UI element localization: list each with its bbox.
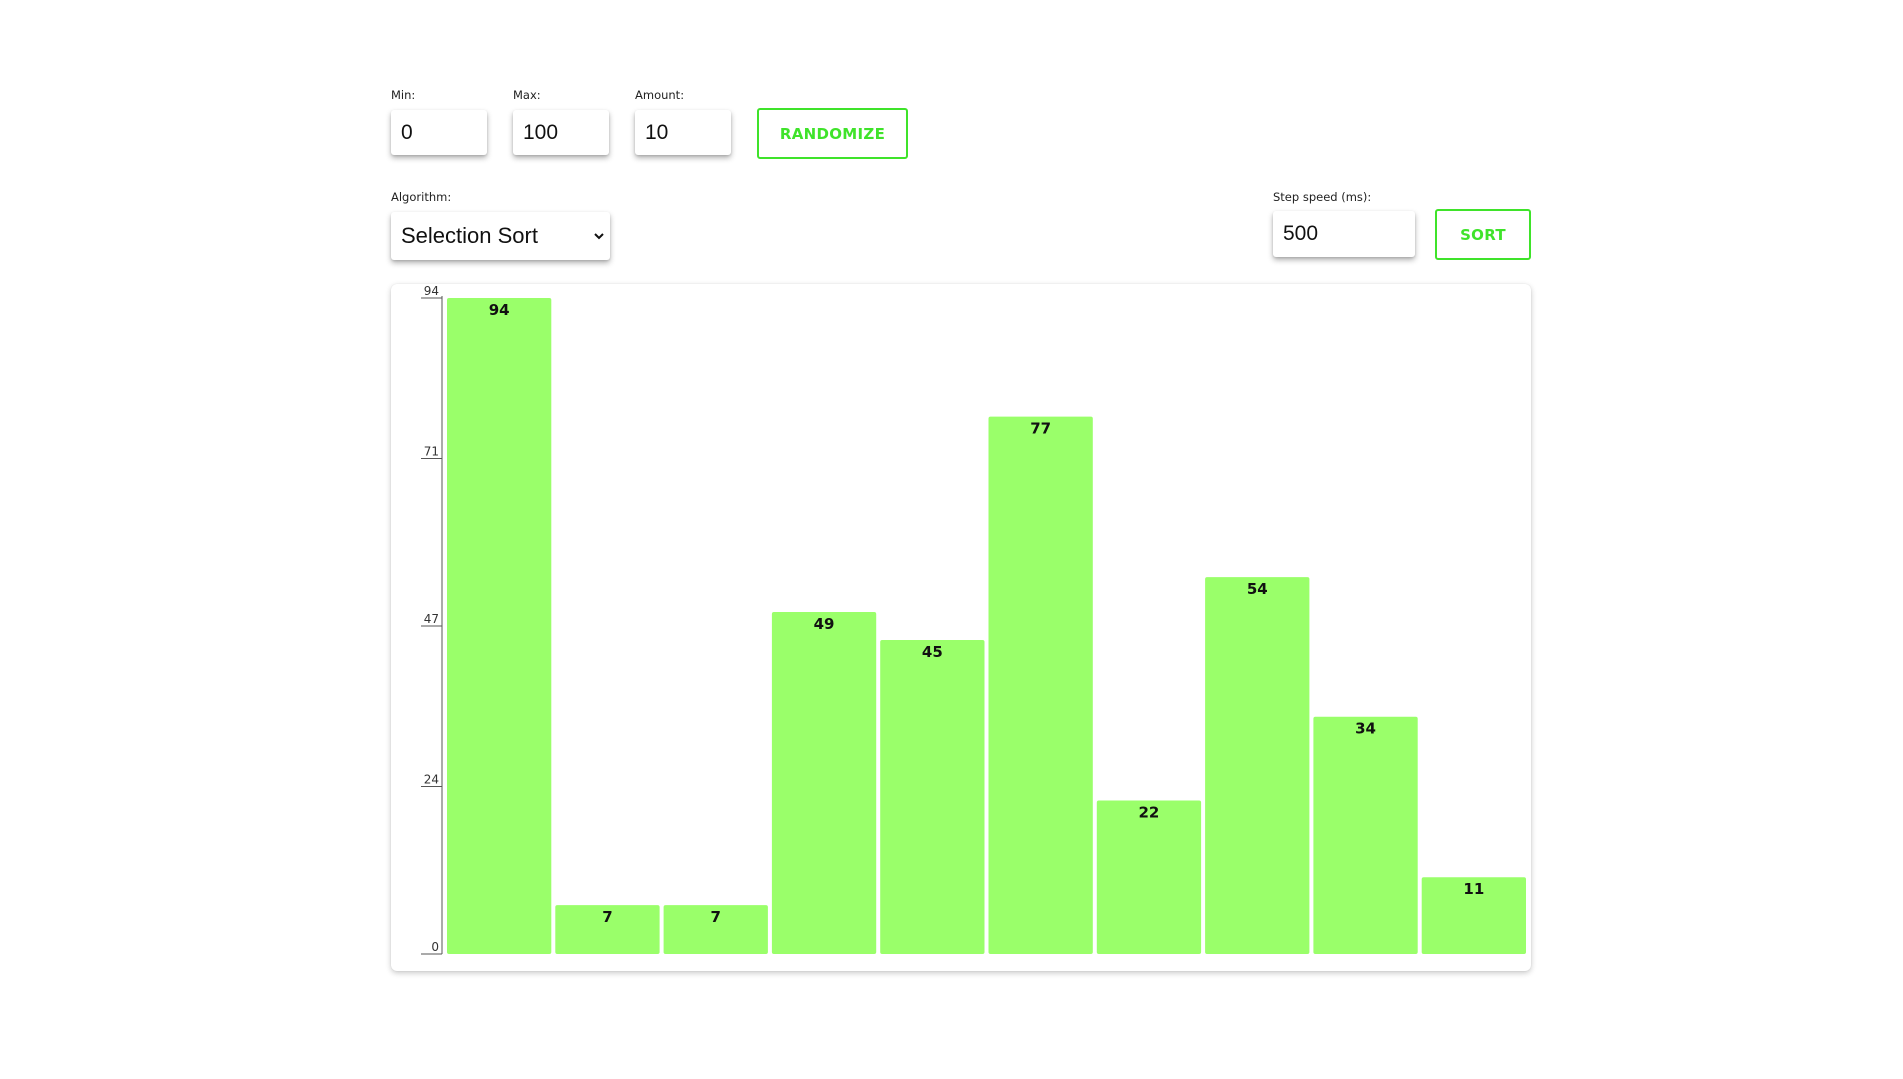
bar: [1205, 577, 1310, 954]
amount-label: Amount:: [635, 88, 685, 102]
bar-value-label: 77: [1030, 420, 1051, 438]
step-speed-input[interactable]: [1273, 211, 1415, 257]
y-tick-label: 71: [424, 445, 439, 459]
bar: [663, 905, 768, 954]
algorithm-select[interactable]: Selection Sort: [391, 212, 610, 260]
min-field: Min:: [391, 88, 491, 158]
y-tick-label: 94: [424, 284, 439, 298]
bar-value-label: 54: [1247, 580, 1268, 598]
bar-value-label: 7: [711, 908, 721, 926]
bar: [1421, 877, 1526, 954]
step-speed-label: Step speed (ms):: [1273, 190, 1372, 204]
amount-field: Amount:: [635, 88, 735, 158]
step-speed-field: Step speed (ms):: [1273, 190, 1423, 262]
max-label: Max:: [513, 88, 541, 102]
bar: [555, 905, 660, 954]
bar: [880, 639, 985, 954]
y-tick-label: 47: [424, 612, 439, 626]
bar-value-label: 34: [1355, 720, 1376, 738]
max-input[interactable]: [513, 110, 609, 155]
randomize-button[interactable]: RANDOMIZE: [757, 108, 908, 159]
min-label: Min:: [391, 88, 416, 102]
bar-value-label: 22: [1139, 803, 1160, 821]
y-tick-label: 24: [424, 773, 439, 787]
algorithm-selected-value: Selection Sort: [401, 223, 538, 248]
bar-value-label: 94: [489, 301, 510, 319]
min-input[interactable]: [391, 110, 487, 155]
bar: [1096, 800, 1202, 954]
sort-button[interactable]: SORT: [1435, 209, 1531, 260]
algorithm-field: Algorithm: Selection Sort: [391, 190, 621, 262]
max-field: Max:: [513, 88, 613, 158]
y-tick-label: 0: [431, 940, 439, 954]
algorithm-label: Algorithm:: [391, 190, 452, 204]
bar-value-label: 7: [602, 908, 612, 926]
bar-chart-card: 0 24 47 71 94 94 7 7 49 45 77 22 54 34 11: [391, 284, 1531, 971]
amount-input[interactable]: [635, 110, 731, 155]
bar-value-label: 45: [922, 643, 943, 661]
bar: [771, 612, 877, 954]
bar: [1313, 716, 1418, 954]
chevron-down-icon: [594, 212, 604, 260]
bar: [447, 298, 552, 954]
bar: [988, 416, 1093, 954]
bar-value-label: 49: [814, 615, 835, 633]
bar-value-label: 11: [1463, 880, 1484, 898]
